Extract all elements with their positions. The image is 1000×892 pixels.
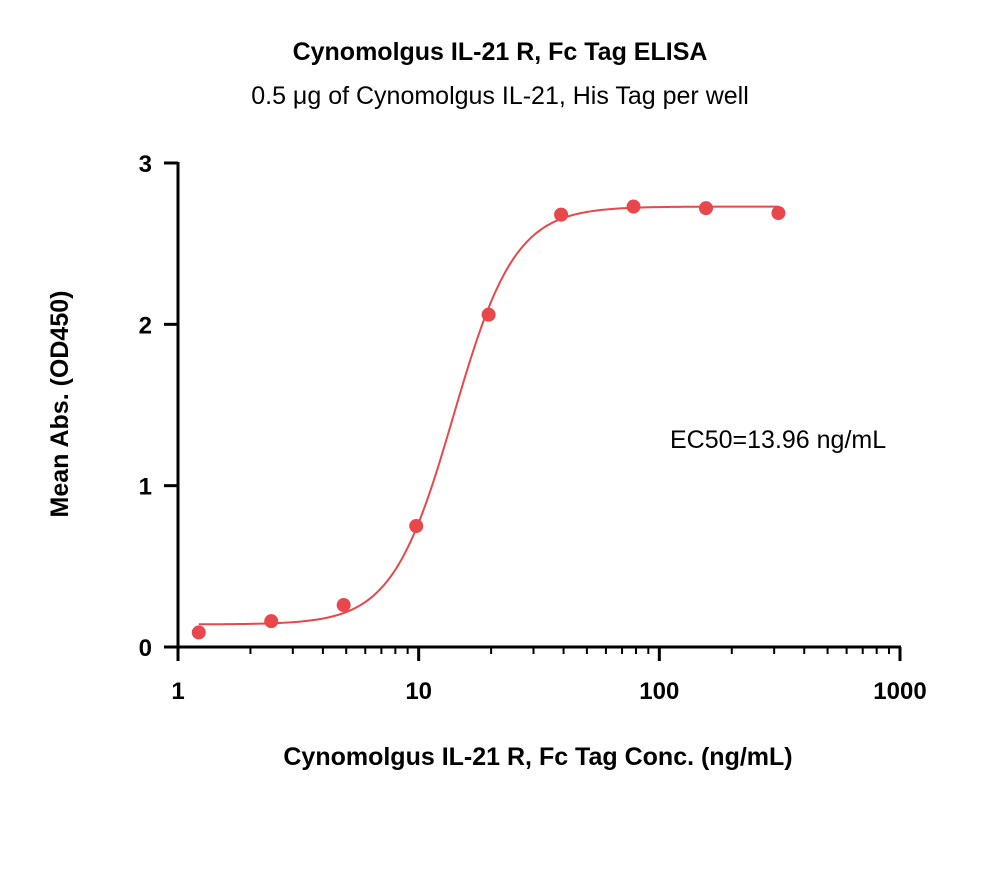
ec50-annotation: EC50=13.96 ng/mL: [670, 426, 886, 454]
data-point: [626, 199, 641, 214]
y-axis-ticks: 0 1 2 3: [139, 151, 178, 662]
x-tick-label: 100: [639, 678, 679, 705]
y-tick-label: 3: [139, 151, 152, 178]
y-axis-label: Mean Abs. (OD450): [46, 291, 74, 518]
data-points: [191, 199, 786, 640]
data-point: [698, 201, 713, 216]
data-point: [264, 614, 279, 629]
data-point: [481, 307, 496, 322]
data-point: [191, 625, 206, 640]
y-tick-label: 0: [139, 635, 152, 662]
x-tick-label: 1000: [873, 678, 926, 705]
x-axis-label: Cynomolgus IL-21 R, Fc Tag Conc. (ng/mL): [283, 743, 792, 771]
axes: [176, 162, 901, 649]
fit-curve: [198, 205, 779, 626]
y-tick-label: 1: [139, 474, 152, 501]
data-point: [336, 598, 351, 613]
data-point: [409, 519, 424, 533]
y-tick-label: 2: [139, 312, 152, 339]
x-tick-label: 10: [405, 678, 432, 705]
x-axis-ticks: 1 10 100 1000: [171, 647, 927, 705]
data-point: [771, 206, 786, 221]
x-tick-label: 1: [171, 678, 184, 705]
data-point: [554, 207, 569, 222]
chart-title: Cynomolgus IL-21 R, Fc Tag ELISA: [292, 38, 708, 66]
chart-subtitle: 0.5 μg of Cynomolgus IL-21, His Tag per …: [251, 82, 749, 110]
